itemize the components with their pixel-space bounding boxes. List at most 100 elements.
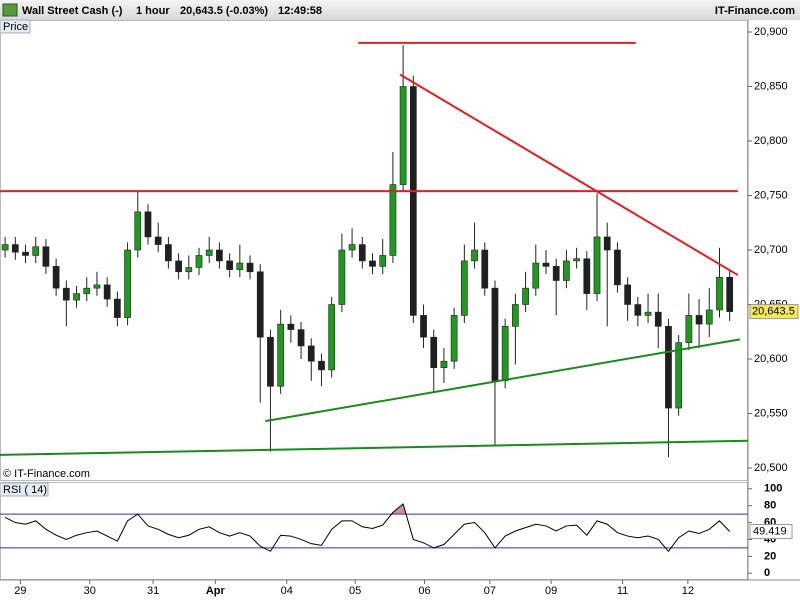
candle-body — [297, 329, 305, 347]
y-tick-label: 20,700 — [754, 244, 788, 256]
candle-body — [501, 326, 509, 382]
x-tick-label: 11 — [617, 585, 628, 597]
candle-body — [348, 244, 356, 251]
candle-body — [185, 267, 193, 273]
x-tick-label: 30 — [84, 585, 96, 597]
candle-body — [103, 284, 111, 300]
last-price-tag — [749, 304, 799, 320]
candle-body — [603, 236, 611, 251]
candle-body — [685, 315, 693, 343]
interval: 1 hour — [136, 5, 170, 17]
candle-body — [22, 251, 29, 256]
candle-body — [205, 249, 213, 256]
candle-body — [165, 244, 172, 262]
candle-body — [399, 86, 407, 185]
candle-body — [460, 260, 468, 316]
y-tick-label: 20,550 — [754, 407, 788, 419]
candle-body — [1, 244, 9, 251]
rsi-frame — [0, 482, 748, 580]
candle-body — [175, 260, 182, 273]
candle-body — [430, 336, 438, 369]
candle-body — [654, 311, 662, 327]
candle-body — [716, 276, 723, 311]
candle-body — [644, 311, 652, 316]
candle-body — [420, 315, 427, 338]
candle-body — [93, 284, 101, 289]
candle-body — [328, 304, 336, 371]
candle-body — [358, 244, 366, 262]
candle-body — [481, 249, 489, 289]
candle-body — [440, 360, 448, 369]
panel-label: Price — [3, 21, 28, 33]
x-tick-label: 06 — [418, 585, 430, 597]
x-tick-label: 09 — [545, 585, 557, 597]
candle-body — [267, 336, 274, 387]
candle-body — [522, 287, 529, 305]
time: 12:49:58 — [278, 5, 322, 17]
panel-label: RSI ( 14) — [3, 484, 47, 496]
candle-body — [695, 315, 703, 325]
candle-body — [62, 287, 70, 301]
candle-body — [42, 246, 50, 267]
x-tick-label: 05 — [349, 585, 361, 597]
candle-body — [124, 249, 131, 318]
y-tick-label: 20,750 — [754, 189, 788, 201]
candle-body — [593, 236, 601, 294]
panel-tag — [0, 482, 49, 497]
panel-tag — [0, 19, 31, 34]
y-tick-label: 20,850 — [754, 80, 788, 92]
candle-body — [379, 255, 387, 267]
candle-body — [573, 258, 580, 262]
last-price-label: 20,643.5 — [752, 305, 795, 317]
candle-body — [11, 244, 19, 253]
x-tick-label: 04 — [281, 585, 293, 597]
x-tick-label: 29 — [14, 585, 26, 597]
y-tick-label: 80 — [764, 500, 776, 512]
y-tick-label: 20,600 — [754, 353, 788, 365]
candle-body — [246, 262, 254, 273]
candle-body — [583, 258, 591, 294]
candle-body — [450, 315, 458, 362]
candle-body — [552, 266, 560, 281]
y-tick-label: 20,500 — [754, 462, 788, 474]
candle-body — [338, 249, 346, 305]
candle-body — [226, 260, 233, 270]
logo — [2, 3, 18, 17]
candle-body — [369, 260, 376, 267]
candle-body — [624, 284, 631, 305]
candle-body — [277, 323, 285, 387]
rsi-last-tag — [749, 523, 793, 539]
candle-body — [471, 249, 478, 262]
x-tick-label: Apr — [206, 585, 226, 597]
candle-body — [154, 236, 162, 245]
y-tick-label: 100 — [764, 483, 782, 495]
candle-body — [665, 326, 672, 409]
x-tick-label: 07 — [484, 585, 496, 597]
y-tick-label: 20,800 — [754, 135, 788, 147]
brand: IT-Finance.com — [715, 5, 795, 17]
candle-body — [512, 304, 519, 327]
candle-body — [542, 262, 550, 267]
candle-body — [73, 293, 80, 301]
candle-body — [83, 287, 91, 294]
rsi-last-label: 49.419 — [753, 525, 787, 537]
candle-body — [216, 249, 223, 262]
candle-body — [114, 298, 121, 318]
trend-line — [265, 338, 741, 423]
candle-body — [726, 276, 734, 312]
x-tick-label: 31 — [147, 585, 159, 597]
candle-body — [705, 309, 713, 325]
candle-body — [32, 246, 40, 256]
candle-body — [563, 260, 570, 281]
candle-body — [675, 342, 683, 409]
candle-body — [134, 211, 142, 251]
x-tick-label: 12 — [682, 585, 694, 597]
candle-body — [307, 345, 315, 362]
candle-body — [287, 323, 295, 330]
y-tick-label: 20,900 — [754, 26, 788, 38]
rsi-line — [4, 503, 731, 553]
copyright: © IT-Finance.com — [3, 468, 90, 480]
trend-line — [0, 439, 749, 456]
candle-body — [52, 266, 60, 289]
